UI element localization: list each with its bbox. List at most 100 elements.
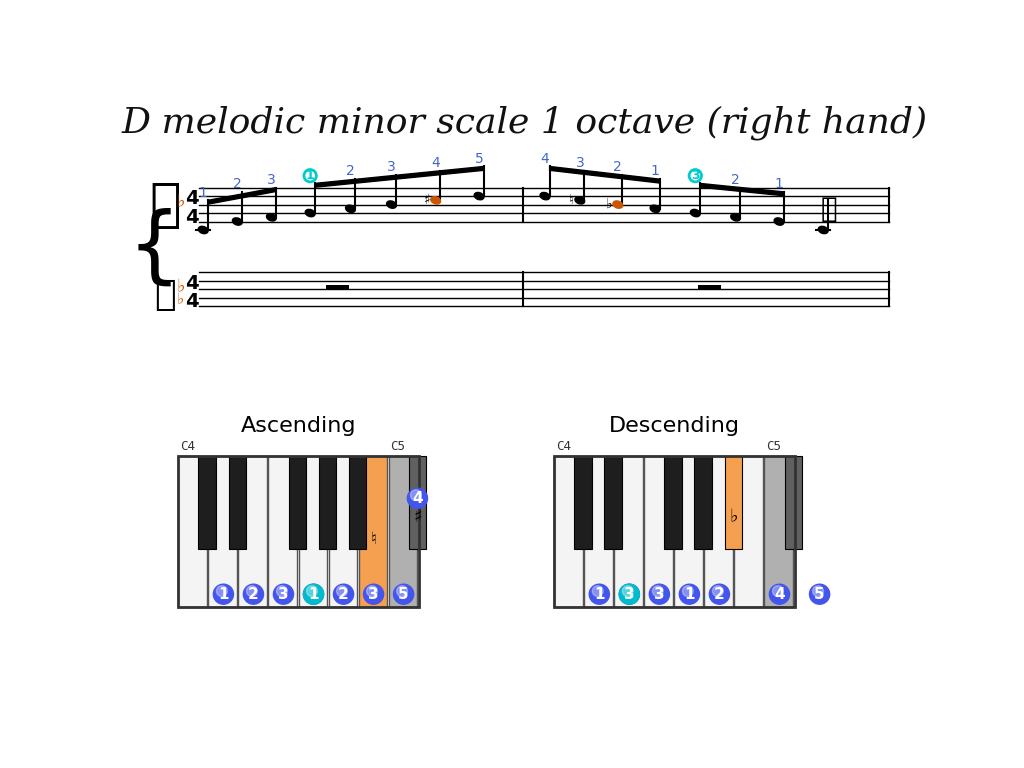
Text: 1: 1 [306,169,314,182]
Text: 1: 1 [774,177,783,191]
Text: 1: 1 [684,587,694,601]
Circle shape [620,584,639,604]
Text: 3: 3 [691,169,699,182]
Text: 5: 5 [475,152,483,166]
Text: 2: 2 [232,177,242,191]
Text: Ascending: Ascending [241,415,356,435]
Ellipse shape [650,205,659,213]
Text: 4: 4 [184,293,199,312]
Polygon shape [550,167,659,183]
Text: 2: 2 [624,587,635,601]
Text: 4: 4 [431,156,440,170]
Text: C5: C5 [390,439,406,452]
Bar [199,456,216,549]
Text: ♭: ♭ [176,278,185,296]
Circle shape [213,584,233,604]
Ellipse shape [431,197,440,204]
Ellipse shape [266,214,276,221]
Text: 3: 3 [279,587,289,601]
Text: 3: 3 [624,587,635,601]
Text: 3: 3 [387,161,396,174]
Bar [348,456,366,549]
Circle shape [649,584,670,604]
Circle shape [620,584,639,604]
Text: 3: 3 [654,587,665,601]
Ellipse shape [774,218,784,225]
Circle shape [367,586,378,597]
Bar [299,456,328,607]
Circle shape [682,586,693,597]
Circle shape [710,584,729,604]
Text: 1: 1 [650,164,659,178]
Circle shape [411,490,421,501]
Text: Descending: Descending [609,415,740,435]
Bar [388,456,418,607]
Ellipse shape [232,218,242,225]
Bar [554,456,583,607]
Text: ♯: ♯ [424,193,430,207]
Ellipse shape [818,227,828,233]
Text: 3: 3 [369,587,379,601]
Circle shape [589,584,609,604]
Bar [694,456,712,549]
Text: 2: 2 [613,161,623,174]
Polygon shape [208,187,276,204]
Ellipse shape [305,210,315,217]
Text: ♭: ♭ [176,194,185,211]
Text: ♭: ♭ [177,292,184,306]
Text: 3: 3 [267,173,275,187]
Bar [409,456,426,549]
Bar [705,456,733,607]
Text: 1: 1 [308,587,318,601]
Ellipse shape [574,197,585,204]
Text: ♭: ♭ [729,508,737,526]
Circle shape [396,586,408,597]
Bar [697,285,721,290]
Text: {: { [128,208,181,289]
Bar [585,456,613,607]
Polygon shape [314,167,483,187]
Ellipse shape [387,201,396,208]
Circle shape [364,584,384,604]
Text: 5: 5 [814,587,825,601]
Circle shape [679,584,699,604]
Text: 1: 1 [594,587,604,601]
Circle shape [216,586,227,597]
Circle shape [592,586,603,597]
Text: 𝄞: 𝄞 [150,179,181,230]
Text: D melodic minor scale 1 octave (right hand): D melodic minor scale 1 octave (right ha… [122,106,928,141]
Circle shape [652,586,664,597]
Bar [734,456,763,607]
Ellipse shape [199,227,208,233]
Text: 4: 4 [541,152,549,166]
Circle shape [337,586,347,597]
Circle shape [772,586,783,597]
Text: 2: 2 [248,587,259,601]
Bar [326,285,349,290]
Bar [765,456,794,607]
Text: C5: C5 [766,439,781,452]
Circle shape [303,584,324,604]
Ellipse shape [613,201,623,208]
Bar [574,456,592,549]
Bar [358,456,387,607]
Bar [604,456,622,549]
Bar [614,456,643,607]
Text: ♮: ♮ [568,193,573,207]
Text: C4: C4 [556,439,570,452]
Text: 𝄢: 𝄢 [155,279,176,313]
Circle shape [813,586,823,597]
Text: 2: 2 [346,164,354,178]
Text: 1: 1 [218,587,228,601]
Circle shape [713,586,723,597]
Ellipse shape [690,210,700,217]
Text: ♮: ♮ [371,530,377,548]
Ellipse shape [345,205,355,213]
Text: 2: 2 [731,173,740,187]
Bar [675,456,703,607]
Circle shape [408,488,427,508]
Circle shape [276,586,288,597]
Bar [239,456,267,607]
Ellipse shape [731,214,740,221]
Bar [318,456,336,549]
